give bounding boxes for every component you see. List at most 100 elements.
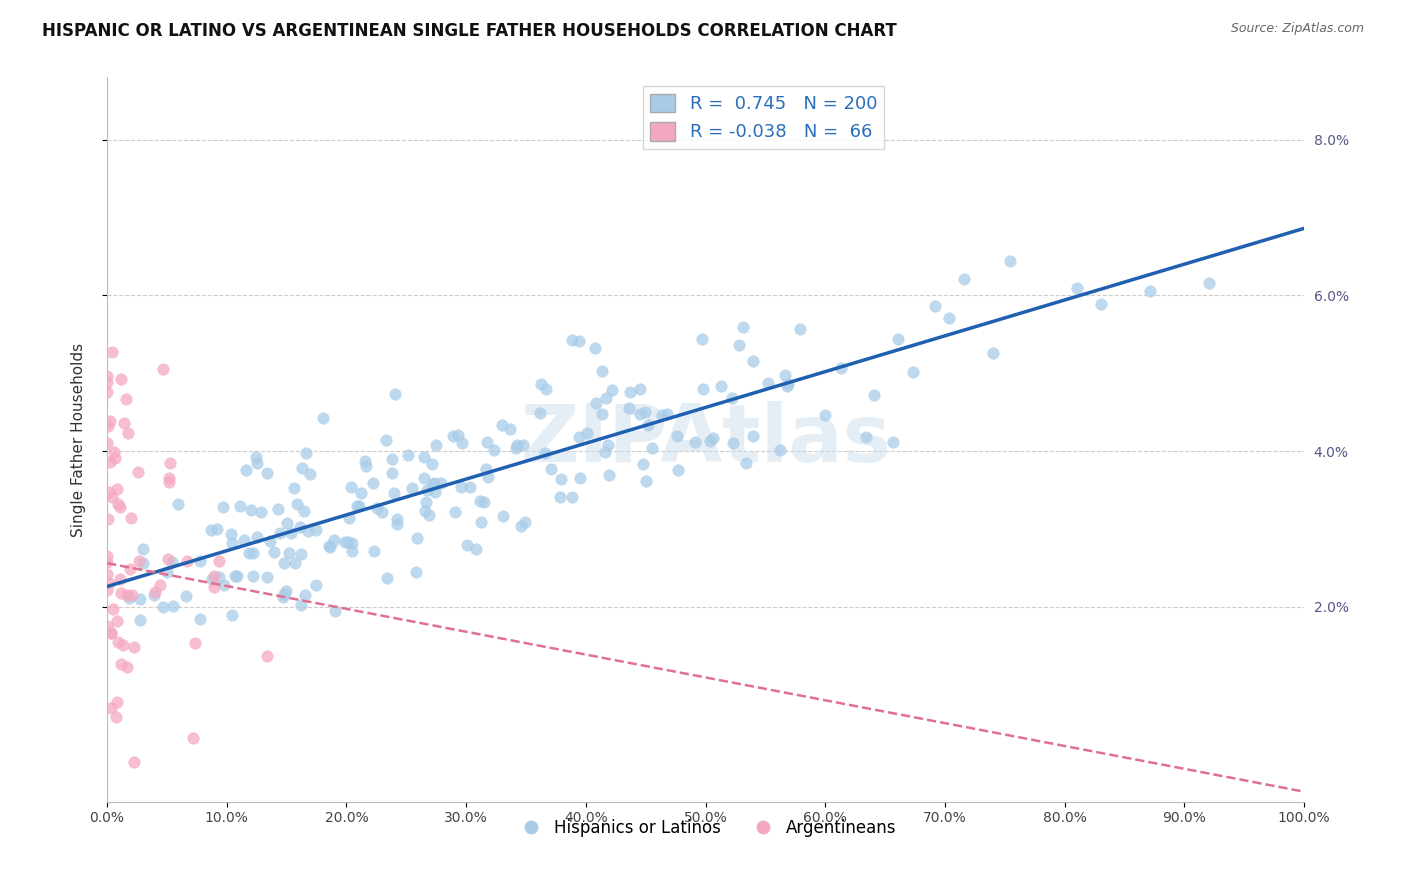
Point [162,599,184,613]
Point [212,577,235,591]
Point [143,585,166,599]
Point [340,536,363,550]
Point [112,416,135,430]
Point [292,504,315,518]
Point [100,626,122,640]
Point [420,457,443,471]
Legend: Hispanics or Latinos, Argentineans: Hispanics or Latinos, Argentineans [508,813,904,844]
Point [256,467,278,481]
Point [634,475,657,489]
Point [447,428,470,442]
Point [96,368,118,383]
Point [505,441,527,455]
Point [105,823,128,838]
Point [458,480,481,494]
Point [699,434,721,448]
Point [474,461,496,475]
Point [534,446,557,460]
Point [312,411,335,425]
Point [384,387,406,401]
Point [422,477,444,491]
Point [110,572,132,586]
Point [456,537,478,551]
Point [981,346,1004,360]
Point [219,527,242,541]
Point [128,554,150,568]
Point [385,516,408,531]
Point [901,365,924,379]
Point [122,640,145,654]
Point [617,401,640,415]
Point [104,450,127,465]
Point [142,589,165,603]
Point [377,571,399,585]
Point [381,466,404,480]
Point [683,434,706,449]
Point [561,490,583,504]
Point [128,613,150,627]
Point [482,443,505,458]
Point [208,569,231,583]
Point [340,480,363,494]
Point [429,475,451,490]
Point [117,588,139,602]
Point [353,454,375,468]
Point [297,524,319,539]
Point [1090,297,1112,311]
Point [346,499,368,513]
Point [595,392,617,406]
Point [188,612,211,626]
Point [692,382,714,396]
Point [208,554,231,568]
Point [721,392,744,406]
Point [492,508,515,523]
Point [423,475,446,490]
Point [110,657,132,672]
Point [107,497,129,511]
Point [271,590,294,604]
Point [631,457,654,471]
Point [721,436,744,450]
Point [425,437,447,451]
Text: HISPANIC OR LATINO VS ARGENTINEAN SINGLE FATHER HOUSEHOLDS CORRELATION CHART: HISPANIC OR LATINO VS ARGENTINEAN SINGLE… [42,22,897,40]
Point [450,480,472,494]
Point [568,334,591,348]
Point [274,583,297,598]
Point [132,541,155,556]
Point [256,649,278,664]
Point [415,495,437,509]
Point [287,498,309,512]
Point [405,531,427,545]
Point [97,485,120,500]
Point [242,546,264,560]
Point [267,502,290,516]
Point [156,565,179,579]
Point [657,407,679,421]
Point [413,504,436,518]
Point [536,382,558,396]
Point [299,467,322,481]
Point [733,320,755,334]
Point [181,731,204,746]
Point [201,572,224,586]
Point [337,511,360,525]
Point [465,541,488,556]
Point [361,476,384,491]
Point [702,431,724,445]
Point [444,505,467,519]
Point [423,484,446,499]
Point [104,855,127,870]
Point [256,570,278,584]
Point [188,554,211,568]
Point [105,614,128,628]
Point [156,552,179,566]
Point [322,533,344,548]
Point [167,497,190,511]
Point [401,481,423,495]
Point [224,569,246,583]
Point [741,354,763,368]
Point [470,515,492,529]
Point [318,539,340,553]
Point [117,660,139,674]
Point [200,523,222,537]
